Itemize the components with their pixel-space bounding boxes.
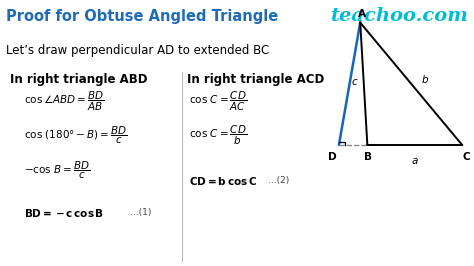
Text: $\cos\,C = \dfrac{CD}{AC}$: $\cos\,C = \dfrac{CD}{AC}$ (189, 89, 246, 113)
Text: A: A (358, 9, 366, 19)
Text: B: B (365, 152, 372, 162)
Text: Let’s draw perpendicular AD to extended BC: Let’s draw perpendicular AD to extended … (6, 44, 269, 57)
Text: ...(2): ...(2) (268, 176, 289, 185)
Text: C: C (463, 152, 470, 162)
Text: Proof for Obtuse Angled Triangle: Proof for Obtuse Angled Triangle (6, 9, 278, 23)
Text: b: b (421, 75, 428, 85)
Text: ...(1): ...(1) (130, 208, 152, 217)
Text: teachoo.com: teachoo.com (330, 7, 468, 25)
Text: $\mathbf{BD = -c\,cos\,B}$: $\mathbf{BD = -c\,cos\,B}$ (24, 207, 104, 219)
Text: $\cos\,C = \dfrac{CD}{b}$: $\cos\,C = \dfrac{CD}{b}$ (189, 124, 246, 147)
Text: In right triangle ACD: In right triangle ACD (187, 73, 325, 86)
Text: $\cos\,(180° - B) = \dfrac{BD}{c}$: $\cos\,(180° - B) = \dfrac{BD}{c}$ (24, 125, 128, 146)
Text: $-\cos\,B = \dfrac{BD}{c}$: $-\cos\,B = \dfrac{BD}{c}$ (24, 160, 90, 181)
Text: $\mathbf{CD = b\,cos\,C}$: $\mathbf{CD = b\,cos\,C}$ (189, 175, 257, 187)
Text: c: c (351, 77, 357, 88)
Text: In right triangle ABD: In right triangle ABD (10, 73, 148, 86)
Text: D: D (328, 152, 337, 162)
Text: a: a (411, 156, 418, 166)
Text: $\cos \angle ABD = \dfrac{BD}{AB}$: $\cos \angle ABD = \dfrac{BD}{AB}$ (24, 89, 104, 113)
